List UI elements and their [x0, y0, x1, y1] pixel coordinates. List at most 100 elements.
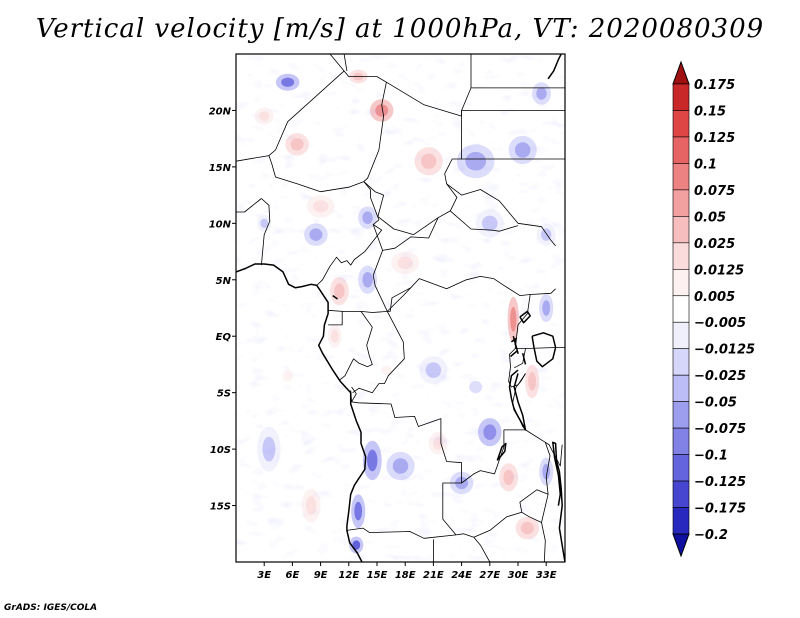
coastline	[519, 310, 531, 324]
country-border	[446, 183, 556, 247]
coastline	[521, 353, 527, 365]
longitude-axis: 3E 6E 9E 12E 15E 18E 21E 24E 27E 30E 33E	[257, 562, 557, 581]
colorbar-top-arrow	[672, 60, 690, 85]
country-border	[541, 494, 549, 562]
country-border	[372, 250, 494, 312]
country-border	[363, 82, 387, 182]
colorbar-swatch	[672, 83, 690, 111]
country-border	[521, 511, 542, 523]
lon-tick-label: 15E	[367, 570, 388, 581]
colorbar-label: 0.05	[694, 210, 726, 225]
lon-tick-label: 18E	[395, 570, 416, 581]
colorbar-label: −0.005	[694, 316, 746, 331]
country-border	[329, 54, 387, 83]
map-frame	[235, 53, 566, 563]
lon-tick-label: 6E	[286, 570, 300, 581]
lon-tick-label: 9E	[314, 570, 328, 581]
colorbar-label: −0.125	[694, 475, 746, 490]
country-border	[339, 311, 373, 381]
country-border	[461, 110, 565, 117]
country-border	[328, 309, 388, 313]
colorbar-swatch	[672, 216, 690, 244]
colorbar-swatch	[672, 163, 690, 191]
colorbar-label: 0.175	[694, 78, 735, 93]
country-border	[461, 429, 526, 484]
coastline	[552, 441, 565, 562]
lon-tick-label: 12E	[338, 570, 359, 581]
colorbar-label: −0.175	[694, 502, 746, 517]
lon-tick-label: 27E	[479, 570, 500, 581]
country-border	[236, 198, 262, 213]
colorbar-label: −0.075	[694, 422, 746, 437]
colorbar-swatch	[672, 295, 690, 323]
lon-tick-label: 24E	[451, 570, 472, 581]
coastline	[510, 337, 517, 346]
colorbar-label: −0.2	[694, 528, 728, 543]
lon-tick-label: 3E	[257, 570, 271, 581]
lon-tick-label: 33E	[536, 570, 557, 581]
country-border	[352, 311, 405, 394]
country-border	[236, 155, 364, 193]
country-border	[372, 217, 439, 251]
lat-tick-label: 15S	[210, 502, 231, 513]
country-border	[343, 54, 348, 71]
colorbar-swatch	[672, 454, 690, 482]
country-border	[493, 278, 556, 296]
country-border	[328, 311, 343, 326]
colorbar-label: −0.025	[694, 369, 746, 384]
colorbar-label: 0.0125	[694, 263, 744, 278]
coastline	[547, 54, 562, 80]
country-border	[261, 198, 271, 266]
colorbar-swatch	[672, 242, 690, 270]
colorbar-label: −0.0125	[694, 343, 755, 358]
lon-tick-label: 21E	[423, 570, 444, 581]
latitude-axis: 20N 15N 10N 5N EQ 5S 10S 15S	[209, 106, 236, 513]
colorbar-label: −0.05	[694, 396, 737, 411]
colorbar-swatch	[672, 348, 690, 376]
colorbar-swatch	[672, 480, 690, 508]
lon-tick-label: 30E	[508, 570, 529, 581]
country-border	[363, 116, 462, 235]
colorbar-label: 0.1	[694, 157, 717, 172]
chart-title: Vertical velocity [m/s] at 1000hPa, VT: …	[35, 14, 765, 44]
country-border	[346, 527, 457, 539]
colorbar-label: −0.1	[694, 449, 728, 464]
country-border	[350, 401, 474, 538]
coastline	[332, 294, 338, 300]
lat-tick-label: 15N	[209, 163, 232, 174]
colorbar-swatch	[672, 321, 690, 350]
country-border	[473, 442, 551, 538]
colorbar-swatch	[672, 110, 690, 138]
country-borders	[236, 54, 565, 562]
country-border	[514, 294, 531, 349]
colorbar-label: 0.005	[694, 290, 735, 305]
lat-tick-label: 5S	[217, 389, 231, 400]
lat-tick-label: 5N	[216, 276, 232, 287]
colorbar-label: 0.15	[694, 104, 726, 119]
coastline	[236, 263, 367, 562]
coastline	[531, 332, 557, 368]
colorbar-label: 0.025	[694, 237, 735, 252]
country-border	[450, 210, 519, 232]
country-border	[515, 347, 565, 349]
colorbar-swatch	[672, 507, 690, 535]
colorbar-label: 0.125	[694, 131, 735, 146]
country-border	[268, 70, 345, 156]
colorbar: 0.175 0.15 0.125 0.1 0.075 0.05 0.025 0.0125 0.0…	[672, 60, 755, 558]
lat-tick-label: 10S	[210, 445, 231, 456]
country-border	[316, 181, 383, 286]
lat-tick-label: 10N	[209, 219, 232, 230]
colorbar-swatch	[672, 189, 690, 217]
colorbar-bottom-arrow	[672, 533, 690, 558]
lat-tick-label: EQ	[216, 332, 232, 343]
country-border	[387, 287, 412, 312]
noise-texture	[236, 54, 565, 562]
colorbar-swatch	[672, 374, 690, 402]
colorbar-swatch	[672, 268, 690, 297]
colorbar-swatch	[672, 427, 690, 455]
colorbar-swatch	[672, 401, 690, 429]
grads-credit: GrADS: IGES/COLA	[4, 603, 98, 613]
country-border	[473, 536, 491, 562]
coastline	[496, 442, 507, 461]
country-border	[514, 348, 526, 369]
